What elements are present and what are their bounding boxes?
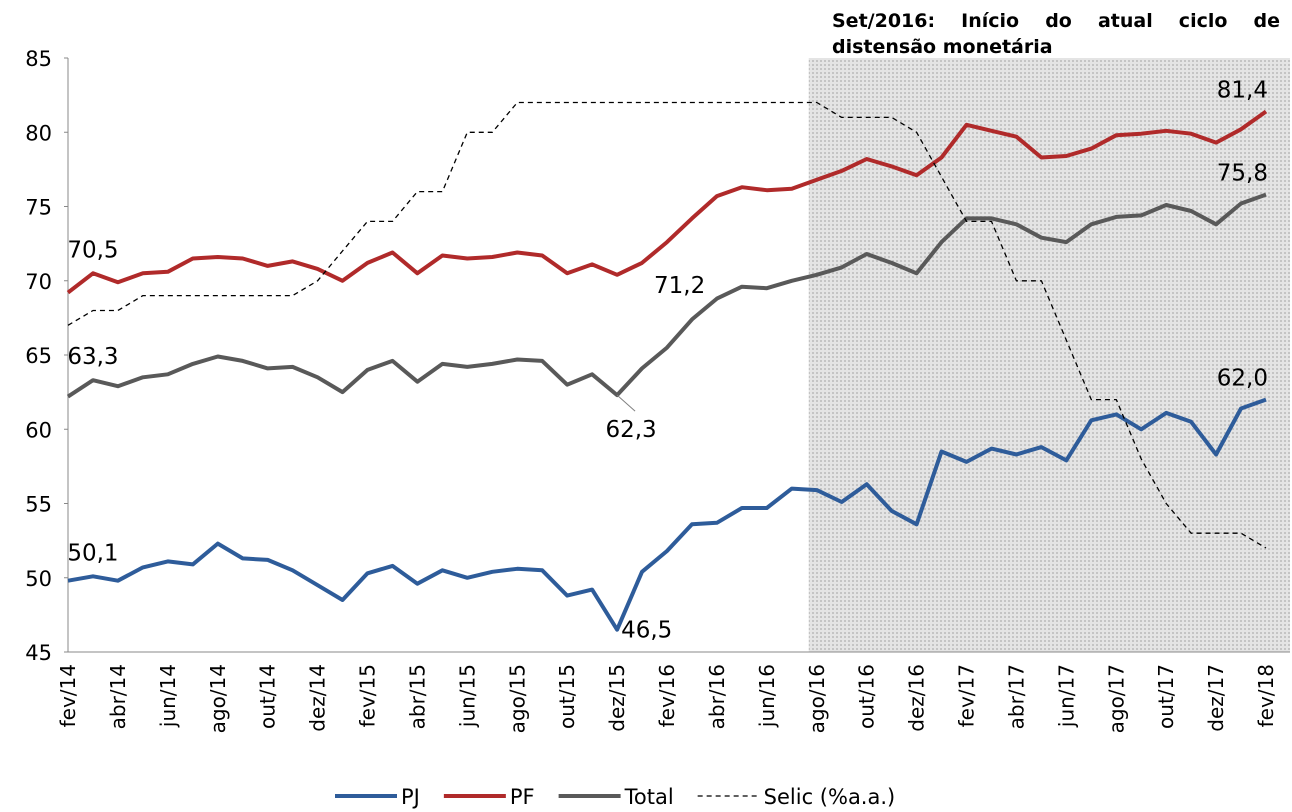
y-tick-label: 70	[25, 270, 52, 294]
legend-label: PJ	[401, 785, 420, 809]
series-line	[66, 109, 1268, 295]
y-tick-label: 60	[25, 418, 52, 442]
data-label: 46,5	[621, 618, 672, 644]
data-label: 50,1	[67, 540, 118, 566]
x-tick-label: jun/17	[1054, 664, 1078, 728]
x-tick-label: ago/14	[206, 664, 230, 733]
x-tick-label: dez/15	[605, 664, 629, 732]
y-tick-label: 85	[25, 47, 52, 71]
y-tick-label: 50	[25, 567, 52, 591]
x-tick-label: jun/16	[755, 664, 779, 728]
legend-label: Selic (%a.a.)	[764, 785, 896, 809]
x-tick-label: fev/18	[1254, 664, 1278, 727]
data-label: 62,0	[1217, 366, 1268, 392]
x-tick-label: ago/16	[805, 664, 829, 733]
series-line	[67, 101, 1267, 549]
y-tick-label: 75	[25, 196, 52, 220]
x-tick-label: abr/14	[106, 664, 130, 729]
x-tick-label: fev/14	[56, 664, 80, 727]
series-line	[66, 192, 1267, 399]
label-leader	[616, 394, 636, 412]
x-tick-label: fev/16	[655, 664, 679, 727]
legend-label: PF	[510, 785, 535, 809]
x-tick-label: ago/15	[505, 664, 529, 733]
legend-label: Total	[624, 785, 674, 809]
x-tick-label: out/17	[1154, 664, 1178, 729]
data-label: 75,8	[1217, 161, 1268, 187]
y-tick-label: 55	[25, 493, 52, 517]
x-tick-label: abr/16	[705, 664, 729, 729]
x-tick-label: out/15	[555, 664, 579, 729]
data-label: 62,3	[605, 417, 656, 443]
x-tick-label: abr/15	[405, 664, 429, 729]
series-line	[67, 397, 1267, 632]
data-label: 70,5	[67, 237, 118, 263]
x-tick-label: dez/16	[905, 664, 929, 732]
x-tick-label: fev/17	[955, 664, 979, 727]
x-tick-label: abr/17	[1004, 664, 1028, 729]
x-tick-label: dez/17	[1204, 664, 1228, 732]
x-tick-label: jun/15	[455, 664, 479, 728]
y-tick-label: 80	[25, 121, 52, 145]
x-tick-label: jun/14	[156, 664, 180, 728]
y-tick-label: 65	[25, 344, 52, 368]
annotation: Set/2016: Início do atual ciclo de diste…	[832, 10, 1280, 58]
x-tick-label: ago/17	[1104, 664, 1128, 733]
highlight-region	[808, 58, 1290, 652]
data-label: 71,2	[654, 273, 705, 299]
data-label: 63,3	[67, 344, 118, 370]
x-tick-label: out/16	[855, 664, 879, 729]
y-tick-label: 45	[25, 641, 52, 665]
data-label: 81,4	[1217, 77, 1268, 103]
x-tick-label: dez/14	[306, 664, 330, 732]
x-tick-label: fev/15	[356, 664, 380, 727]
x-tick-label: out/14	[256, 664, 280, 729]
